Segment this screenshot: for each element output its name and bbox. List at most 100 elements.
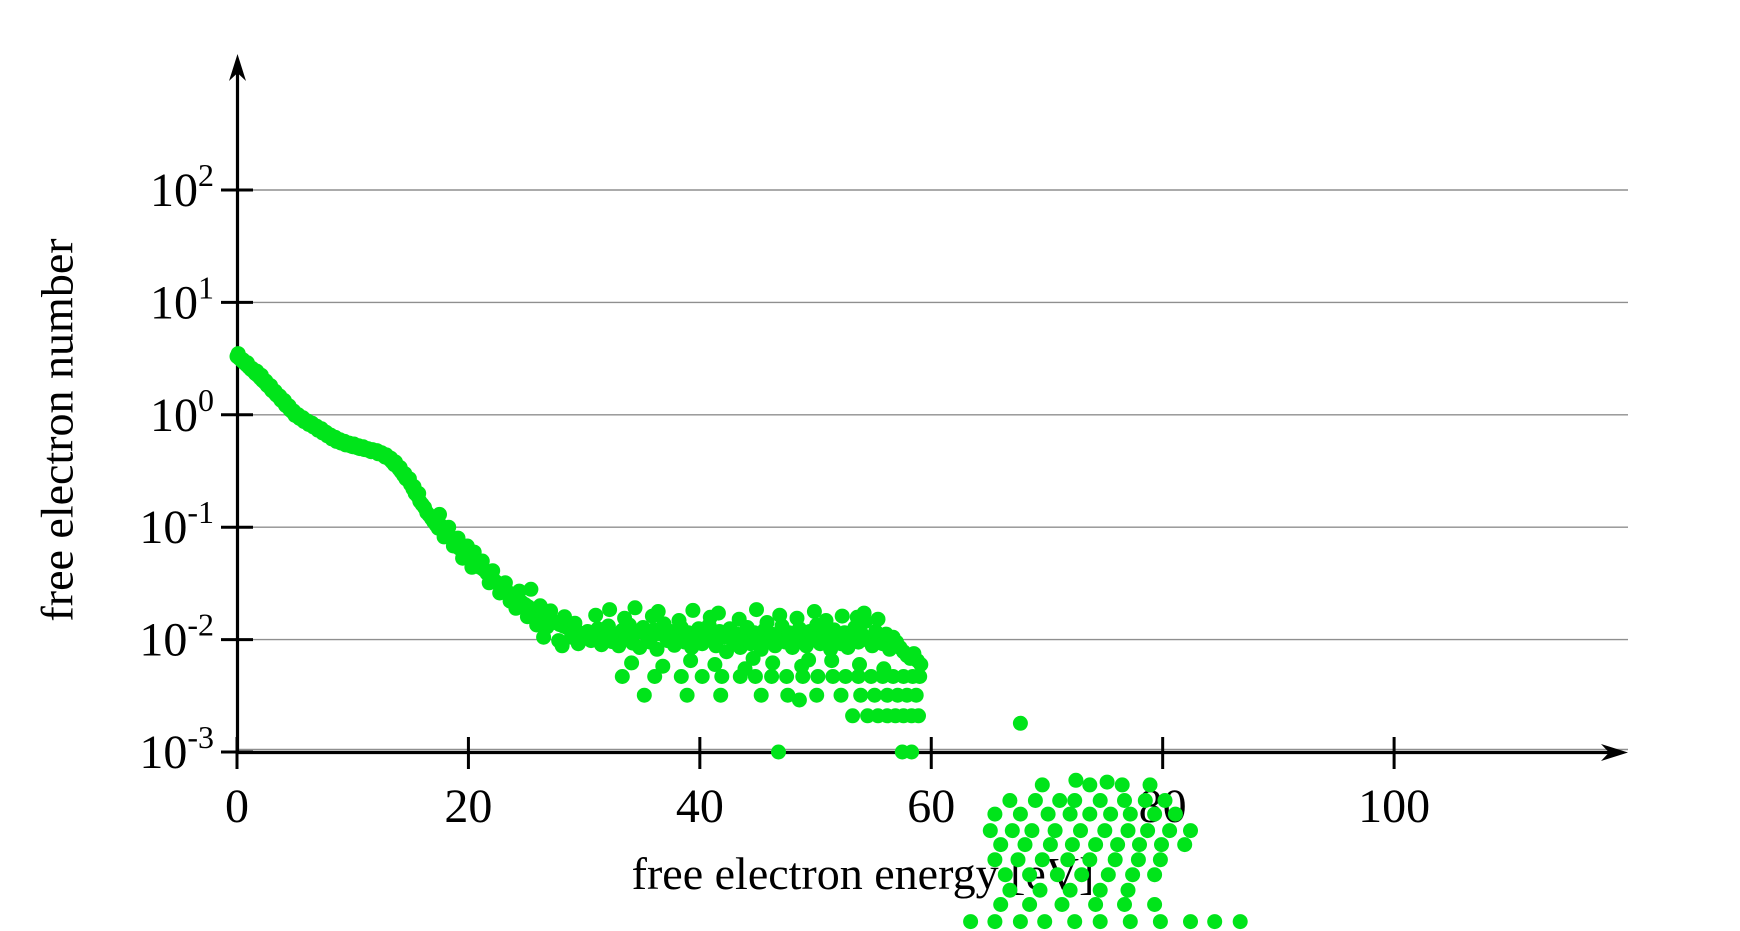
data-point: [683, 653, 699, 669]
data-point: [1034, 777, 1050, 793]
data-point: [1120, 882, 1136, 898]
data-point: [875, 669, 891, 684]
data-point: [445, 538, 461, 554]
data-point: [1010, 852, 1026, 868]
data-point: [481, 575, 497, 591]
data-point: [1117, 897, 1132, 912]
data-point: [1154, 837, 1169, 853]
x-tick-labels: 020406080100: [225, 780, 1430, 833]
data-point: [731, 611, 747, 627]
data-point: [771, 744, 786, 760]
data-point: [806, 604, 822, 619]
data-point: [1082, 852, 1098, 868]
data-point: [1040, 806, 1056, 822]
data-point: [1067, 914, 1083, 930]
y-tick-label: 10-1: [139, 494, 214, 554]
data-points-offaxis: [963, 772, 1248, 930]
x-tick-label: 100: [1358, 780, 1430, 833]
data-point: [1024, 823, 1040, 839]
axes: [229, 54, 1628, 761]
data-point: [1052, 793, 1068, 808]
data-point: [833, 687, 849, 703]
data-point: [809, 687, 825, 703]
data-point: [567, 615, 583, 631]
data-point: [825, 669, 841, 684]
data-point: [1074, 867, 1090, 883]
data-point: [1157, 793, 1173, 808]
data-point: [1012, 715, 1028, 731]
data-point: [1167, 806, 1183, 822]
data-point: [1034, 852, 1050, 868]
data-point: [1012, 806, 1028, 822]
data-point: [908, 687, 924, 703]
data-point: [1140, 823, 1156, 839]
data-point: [838, 669, 854, 684]
data-point: [1097, 823, 1113, 839]
data-point: [1122, 806, 1138, 822]
data-point: [1002, 793, 1018, 808]
data-point: [694, 669, 710, 684]
data-point: [511, 583, 527, 599]
axis-ticks: [221, 188, 1396, 769]
data-point: [765, 655, 781, 671]
gridlines: [237, 189, 1628, 751]
data-point: [1099, 774, 1115, 790]
data-point: [879, 687, 895, 703]
data-point: [852, 657, 867, 672]
data-point: [543, 603, 559, 619]
data-point: [436, 529, 452, 545]
data-point: [780, 687, 796, 703]
data-point: [1092, 793, 1108, 808]
data-point: [536, 629, 552, 645]
data-point: [1017, 837, 1033, 853]
data-point: [1147, 867, 1163, 883]
data-point: [1054, 897, 1070, 912]
data-point: [1162, 823, 1178, 839]
data-point: [747, 669, 763, 684]
data-point: [732, 669, 748, 684]
y-tick-label: 10-3: [139, 719, 214, 779]
data-point: [1088, 837, 1104, 853]
data-point: [679, 687, 695, 703]
data-point: [834, 608, 850, 624]
data-point: [508, 600, 524, 616]
data-point: [1147, 897, 1163, 912]
data-point: [1100, 867, 1116, 883]
data-point: [673, 669, 689, 684]
data-point: [993, 837, 1009, 853]
data-point: [1130, 852, 1146, 868]
data-point: [1117, 793, 1132, 808]
data-point: [818, 613, 834, 628]
data-point: [867, 687, 883, 703]
data-point: [710, 605, 726, 621]
data-point: [523, 581, 539, 597]
data-point: [636, 687, 652, 703]
data-point: [1177, 837, 1193, 853]
data-point: [1082, 806, 1098, 822]
data-point: [1067, 793, 1083, 808]
data-point: [464, 559, 480, 575]
x-tick-label: 0: [225, 780, 249, 833]
data-point: [1183, 914, 1198, 930]
y-tick-label: 101: [150, 269, 214, 329]
data-point: [911, 708, 926, 724]
x-tick-label: 20: [444, 780, 492, 833]
data-point: [987, 852, 1003, 868]
data-point: [1114, 777, 1130, 793]
data-point: [432, 506, 447, 522]
data-point: [1073, 823, 1088, 839]
data-point: [749, 602, 764, 618]
data-point: [1062, 882, 1078, 898]
data-point: [791, 692, 807, 708]
data-point: [1002, 882, 1018, 898]
data-point: [987, 806, 1003, 822]
data-point: [685, 602, 701, 618]
data-point: [772, 607, 788, 623]
data-point: [1022, 897, 1038, 912]
data-point: [885, 669, 901, 684]
data-point: [650, 604, 666, 619]
data-point: [1152, 852, 1168, 868]
x-tick-label: 40: [676, 780, 724, 833]
data-point: [1037, 914, 1053, 930]
